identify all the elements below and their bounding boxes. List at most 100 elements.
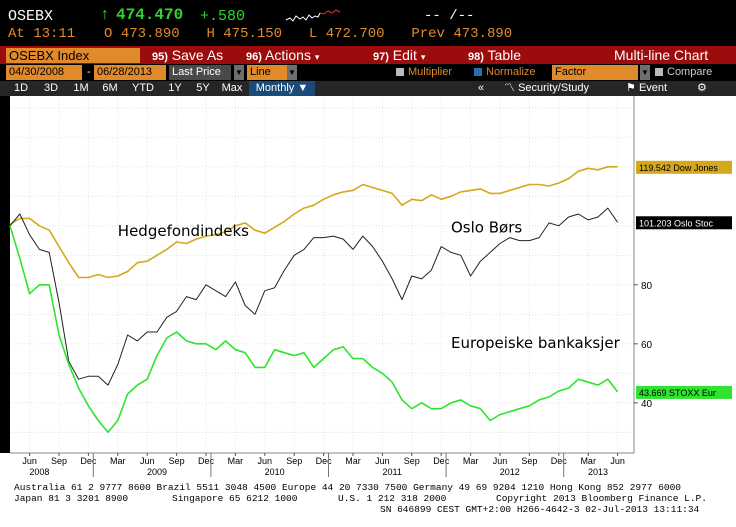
bid-ask: -- /-- [424, 8, 475, 24]
x-year-label: 2009 [147, 467, 167, 477]
x-tick-label: Sep [169, 456, 185, 466]
low-price: L 472.700 [308, 26, 385, 42]
x-tick-label: Jun [140, 456, 155, 466]
last-value-label: 101.203 Oslo Stoc [636, 216, 732, 230]
checkbox-icon [396, 68, 404, 76]
footer: Australia 61 2 9777 8600 Brazil 5511 304… [0, 479, 736, 527]
x-tick-label: Dec [433, 456, 450, 466]
footer-copyright: Copyright 2013 Bloomberg Finance L.P. [496, 493, 707, 504]
sparkline-icon [285, 9, 341, 22]
function-toolbar [0, 46, 736, 64]
normalize-checkbox[interactable]: Normalize [474, 65, 536, 80]
security-study-button[interactable]: 〽 Security/Study [504, 81, 589, 96]
x-tick-label: Jun [610, 456, 625, 466]
x-tick-label: Mar [110, 456, 126, 466]
last-value-text: 43.669 STOXX Eur [639, 388, 716, 398]
compare-checkbox[interactable]: Compare [655, 65, 712, 80]
multiplier-checkbox[interactable]: Multiplier [396, 65, 452, 80]
y-tick-label: 40 [641, 399, 653, 410]
chart-icon: 〽 [504, 82, 515, 94]
tab-3d[interactable]: 3D [43, 82, 59, 94]
security-study-label: Security/Study [518, 82, 589, 94]
footer-us: U.S. 1 212 318 2000 [338, 493, 447, 504]
checkbox-checked-icon [474, 68, 482, 76]
table-label: Table [487, 47, 522, 63]
series-line-stoxx-eur [9, 225, 619, 434]
x-tick-label: Sep [521, 456, 537, 466]
tab-5y[interactable]: 5Y [196, 82, 210, 94]
x-year-label: 2013 [588, 467, 608, 477]
y-axis-panel [634, 96, 736, 479]
chart-annotation: Hedgefondindeks [118, 222, 249, 240]
footer-session-info: SN 646899 CEST GMT+2:00 H266-4642-3 02-J… [380, 504, 700, 515]
plot-area [10, 96, 634, 453]
tab-1m[interactable]: 1M [73, 82, 89, 94]
chevron-down-icon: ▾ [420, 52, 426, 62]
frequency-select[interactable]: Monthly ▼ [249, 81, 315, 96]
field-select[interactable]: Last Price [169, 65, 231, 80]
x-tick-label: Sep [286, 456, 302, 466]
period-tabs [0, 81, 736, 96]
tab-6m[interactable]: 6M [102, 82, 118, 94]
event-button[interactable]: ⚑ Event [626, 81, 667, 96]
line-chart[interactable]: 40 60 80 Jun Sep Dec Mar Jun Sep Dec Mar Jun Sep Dec M… [0, 96, 736, 479]
footer-singapore: Singapore 65 6212 1000 [172, 493, 298, 504]
ticker-symbol[interactable]: OSEBX [8, 8, 54, 25]
open-price: O 473.890 [104, 26, 180, 42]
end-date-field[interactable]: 06/28/2013 [94, 65, 166, 80]
chart-annotation: Oslo Børs [451, 218, 522, 236]
x-tick-label: Mar [580, 456, 596, 466]
save-as-button[interactable]: 95) Save As [152, 46, 223, 64]
edit-number: 97) [373, 51, 389, 63]
x-tick-label: Dec [80, 456, 97, 466]
normalize-label: Normalize [486, 66, 536, 78]
last-value-text: 119.542 Dow Jones [639, 163, 718, 173]
gear-icon[interactable]: ⚙ [697, 82, 707, 94]
y-tick-label: 60 [641, 340, 653, 351]
tab-ytd[interactable]: YTD [132, 82, 154, 94]
x-tick-label: Dec [316, 456, 333, 466]
actions-number: 96) [246, 51, 262, 63]
x-tick-label: Sep [51, 456, 67, 466]
edit-button[interactable]: 97) Edit ▾ [373, 46, 425, 64]
last-price: 474.470 [116, 6, 184, 24]
chevron-down-icon[interactable]: ▼ [287, 65, 297, 80]
factor-select[interactable]: Factor [552, 65, 638, 80]
window-title: Multi-line Chart [614, 47, 709, 63]
start-date-field[interactable]: 04/30/2008 [6, 65, 82, 80]
chevron-down-icon: ▾ [314, 52, 320, 62]
scroll-left-icon[interactable]: « [478, 82, 485, 94]
last-value-label: 43.669 STOXX Eur [636, 385, 732, 399]
x-tick-label: Jun [22, 456, 37, 466]
flag-icon: ⚑ [626, 82, 636, 94]
quote-bar: OSEBX ↑ 474.470 +.580 -- /-- At 13:11 O … [0, 0, 736, 44]
last-value-bg [636, 160, 732, 174]
quote-details: At 13:11 O 473.890 H 475.150 L 472.700 P… [8, 26, 512, 42]
prev-price: Prev 473.890 [411, 26, 513, 42]
footer-contacts-line: Australia 61 2 9777 8600 Brazil 5511 304… [14, 482, 682, 493]
y-tick-label: 80 [641, 281, 653, 292]
x-tick-label: Jun [258, 456, 273, 466]
x-year-label: 2012 [500, 467, 520, 477]
last-value-text: 101.203 Oslo Stoc [639, 218, 714, 228]
event-label: Event [638, 82, 668, 94]
table-button[interactable]: 98) Table [468, 46, 521, 64]
price-change: +.580 [200, 8, 246, 25]
x-tick-label: Sep [404, 456, 420, 466]
x-axis-band [0, 453, 634, 479]
tab-1d[interactable]: 1D [13, 82, 29, 94]
x-tick-label: Jun [375, 456, 390, 466]
compare-label: Compare [667, 66, 713, 78]
chevron-down-icon[interactable]: ▼ [640, 65, 650, 80]
frequency-label: Monthly [255, 82, 295, 94]
checkbox-icon [655, 68, 663, 76]
tab-1y[interactable]: 1Y [168, 82, 182, 94]
chevron-down-icon[interactable]: ▼ [234, 65, 244, 80]
high-price: H 475.150 [206, 26, 283, 42]
series-line-oslo-stoc [9, 207, 619, 386]
last-value-bg [636, 385, 732, 399]
tab-max[interactable]: Max [221, 82, 243, 94]
security-field[interactable]: OSEBX Index [6, 48, 140, 63]
chart-type-select[interactable]: Line [247, 65, 287, 80]
actions-button[interactable]: 96) Actions ▾ [246, 46, 319, 64]
